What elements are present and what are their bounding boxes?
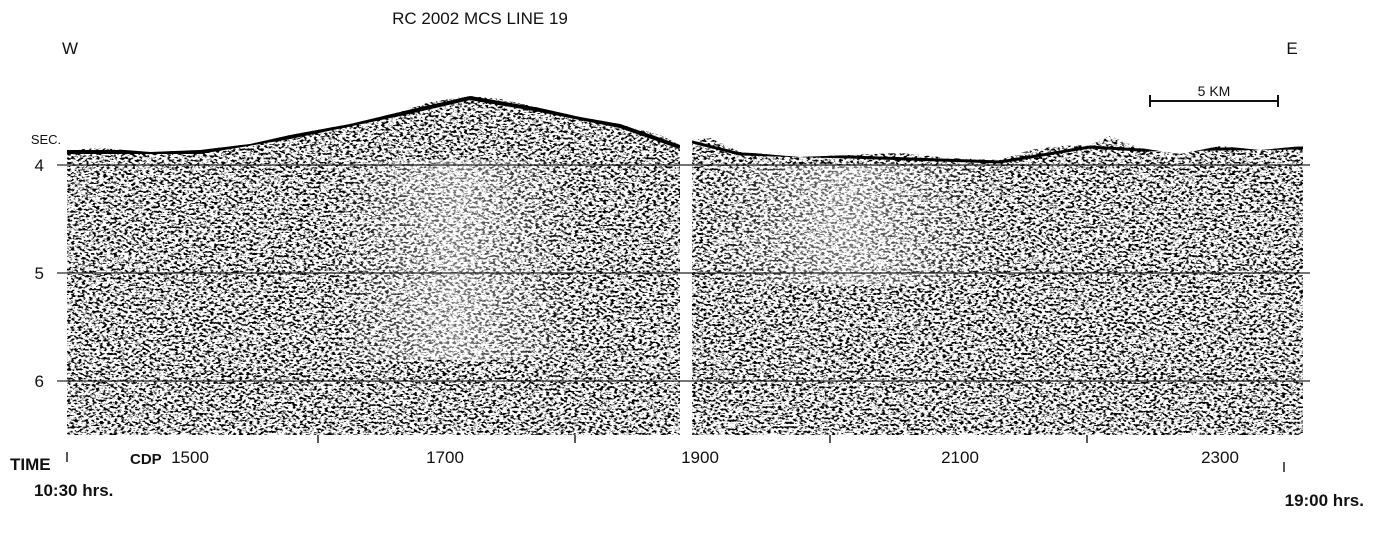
y-tick-label: 4: [35, 156, 44, 175]
figure-title: RC 2002 MCS LINE 19: [392, 9, 568, 28]
x-tick-label: 1500: [171, 448, 209, 467]
cdp-tick-marks: [66, 435, 1285, 472]
direction-west: W: [62, 39, 78, 58]
y-tick-label: 6: [35, 372, 44, 391]
x-tick-label: 2100: [941, 448, 979, 467]
scale-bar: [1149, 95, 1279, 107]
x-tick-label: 1900: [681, 448, 719, 467]
y-axis-label: SEC.: [31, 132, 61, 147]
seismic-panel-right: [692, 136, 1303, 435]
direction-east: E: [1286, 39, 1297, 58]
y-tick-label: 5: [35, 264, 44, 283]
scale-bar-label: 5 KM: [1198, 83, 1231, 99]
x-tick-label: 2300: [1201, 448, 1239, 467]
time-start: 10:30 hrs.: [34, 481, 113, 500]
time-label: TIME: [10, 455, 51, 474]
seismic-panel-left: [67, 96, 680, 435]
x-axis-prefix: CDP: [130, 451, 162, 468]
time-end: 19:00 hrs.: [1285, 491, 1364, 510]
x-tick-label: 1700: [426, 448, 464, 467]
time-lines: [57, 164, 1310, 382]
